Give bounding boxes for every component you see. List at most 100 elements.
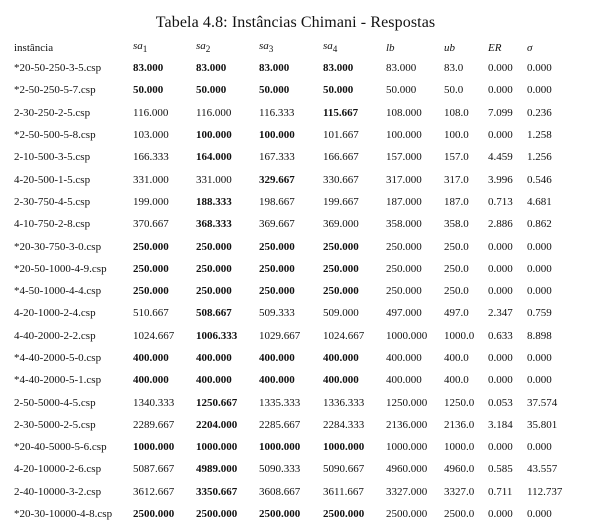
table-caption: Tabela 4.8: Instâncias Chimani - Respost…: [155, 14, 436, 31]
table-row: 2-30-750-4-5.csp 199.000 188.333 198.667 199…: [14, 191, 577, 213]
cell-lb: 2500.000: [386, 508, 428, 521]
cell-sigma: 0.236: [527, 106, 552, 119]
cell-instance: 4-20-500-1-5.csp: [14, 173, 91, 186]
cell-instance: 4-20-1000-2-4.csp: [14, 307, 96, 320]
cell-sa2: 50.000: [196, 84, 227, 97]
cell-lb: 100.000: [386, 129, 422, 142]
cell-sa4: 1000.000: [323, 441, 365, 454]
cell-instance: 4-20-10000-2-6.csp: [14, 463, 102, 476]
cell-ub: 1250.0: [444, 396, 475, 409]
cell-sigma: 0.000: [527, 508, 552, 521]
cell-ub: 317.0: [444, 173, 469, 186]
table-row: *20-50-1000-4-9.csp 250.000 250.000 250.000…: [14, 258, 577, 280]
cell-sigma: 0.000: [527, 84, 552, 97]
cell-sa1: 3612.667: [133, 485, 175, 498]
cell-lb: 250.000: [386, 262, 422, 275]
cell-sa3: 198.667: [259, 195, 295, 208]
cell-sa1: 370.667: [133, 218, 169, 231]
cell-sa4: 330.667: [323, 173, 359, 186]
cell-lb: 400.000: [386, 352, 422, 364]
cell-lb: 4960.000: [386, 463, 428, 476]
cell-lb: 358.000: [386, 218, 422, 231]
cell-er: 0.000: [488, 262, 513, 275]
header-sa1: sa1: [133, 40, 148, 55]
cell-sigma: 0.000: [527, 352, 552, 364]
cell-er: 0.633: [488, 329, 513, 342]
cell-instance: 4-10-750-2-8.csp: [14, 218, 91, 231]
cell-sa3: 329.667: [259, 173, 295, 186]
header-sigma: σ: [527, 41, 533, 54]
table-row: *4-40-2000-5-1.csp 400.000 400.000 400.000 4…: [14, 369, 577, 391]
cell-sa4: 250.000: [323, 240, 359, 253]
cell-er: 0.585: [488, 463, 513, 476]
cell-sigma: 1.258: [527, 129, 552, 142]
cell-instance: *4-50-1000-4-4.csp: [14, 285, 102, 298]
cell-ub: 187.0: [444, 195, 469, 208]
cell-er: 0.000: [488, 240, 513, 253]
cell-sigma: 0.862: [527, 218, 552, 231]
cell-er: 4.459: [488, 151, 513, 164]
cell-ub: 2500.0: [444, 508, 475, 521]
cell-sa2: 1000.000: [196, 441, 238, 454]
cell-sa4: 115.667: [323, 106, 359, 119]
cell-sa3: 3608.667: [259, 485, 301, 498]
cell-instance: 4-40-2000-2-2.csp: [14, 329, 96, 342]
cell-sa4: 3611.667: [323, 485, 364, 498]
cell-ub: 250.0: [444, 285, 469, 298]
cell-lb: 317.000: [386, 173, 422, 186]
cell-lb: 250.000: [386, 240, 422, 253]
cell-ub: 4960.0: [444, 463, 475, 476]
cell-sa1: 199.000: [133, 195, 169, 208]
cell-er: 0.000: [488, 285, 513, 298]
cell-sa3: 250.000: [259, 262, 295, 275]
cell-er: 0.000: [488, 508, 513, 521]
cell-sa4: 250.000: [323, 285, 359, 298]
cell-er: 0.000: [488, 352, 513, 364]
table-row: 4-40-2000-2-2.csp 1024.667 1006.333 1029.66…: [14, 325, 577, 347]
cell-ub: 2136.0: [444, 418, 475, 431]
cell-sa3: 100.000: [259, 129, 295, 142]
cell-instance: 2-30-5000-2-5.csp: [14, 418, 96, 431]
cell-lb: 1250.000: [386, 396, 428, 409]
cell-instance: *2-50-250-5-7.csp: [14, 84, 96, 97]
cell-sa3: 1000.000: [259, 441, 301, 454]
cell-sa1: 250.000: [133, 285, 169, 298]
cell-sa3: 250.000: [259, 285, 295, 298]
header-sa3: sa3: [259, 40, 274, 55]
cell-instance: 2-30-250-2-5.csp: [14, 106, 91, 119]
cell-sigma: 0.000: [527, 285, 552, 298]
cell-sa4: 2500.000: [323, 508, 365, 521]
cell-sa2: 188.333: [196, 195, 232, 208]
cell-sa4: 1336.333: [323, 396, 365, 409]
cell-sigma: 43.557: [527, 463, 558, 476]
header-lb: lb: [386, 41, 395, 54]
cell-sigma: 1.256: [527, 151, 552, 164]
cell-sa2: 3350.667: [196, 485, 238, 498]
cell-sa1: 103.000: [133, 129, 169, 142]
table-row: *20-30-10000-4-8.csp 2500.000 2500.000 2500…: [14, 503, 577, 525]
cell-sa2: 2204.000: [196, 418, 238, 431]
cell-sigma: 37.574: [527, 396, 558, 409]
table-row: *2-50-500-5-8.csp 103.000 100.000 100.000 10…: [14, 124, 577, 146]
header-ub: ub: [444, 41, 455, 54]
cell-sa4: 101.667: [323, 129, 359, 142]
cell-instance: *20-50-250-3-5.csp: [14, 62, 102, 75]
cell-ub: 100.0: [444, 129, 469, 142]
table-row: 2-30-250-2-5.csp 116.000 116.000 116.333 115…: [14, 102, 577, 124]
cell-instance: 2-10-500-3-5.csp: [14, 151, 91, 164]
table-body: *20-50-250-3-5.csp 83.000 83.000 83.000 83.0…: [14, 57, 577, 525]
cell-lb: 157.000: [386, 151, 422, 164]
cell-sa2: 250.000: [196, 285, 232, 298]
cell-sa1: 2289.667: [133, 418, 175, 431]
cell-sa1: 1340.333: [133, 396, 175, 409]
table-row: *20-40-5000-5-6.csp 1000.000 1000.000 1000.…: [14, 436, 577, 458]
cell-sa2: 331.000: [196, 173, 232, 186]
cell-sigma: 35.801: [527, 418, 558, 431]
cell-sa3: 167.333: [259, 151, 295, 164]
cell-sa1: 510.667: [133, 307, 169, 320]
cell-sa2: 2500.000: [196, 508, 238, 521]
table-row: 2-50-5000-4-5.csp 1340.333 1250.667 1335.33…: [14, 391, 577, 413]
header-sa4: sa4: [323, 40, 338, 55]
cell-sa4: 199.667: [323, 195, 359, 208]
cell-sa1: 250.000: [133, 240, 169, 253]
